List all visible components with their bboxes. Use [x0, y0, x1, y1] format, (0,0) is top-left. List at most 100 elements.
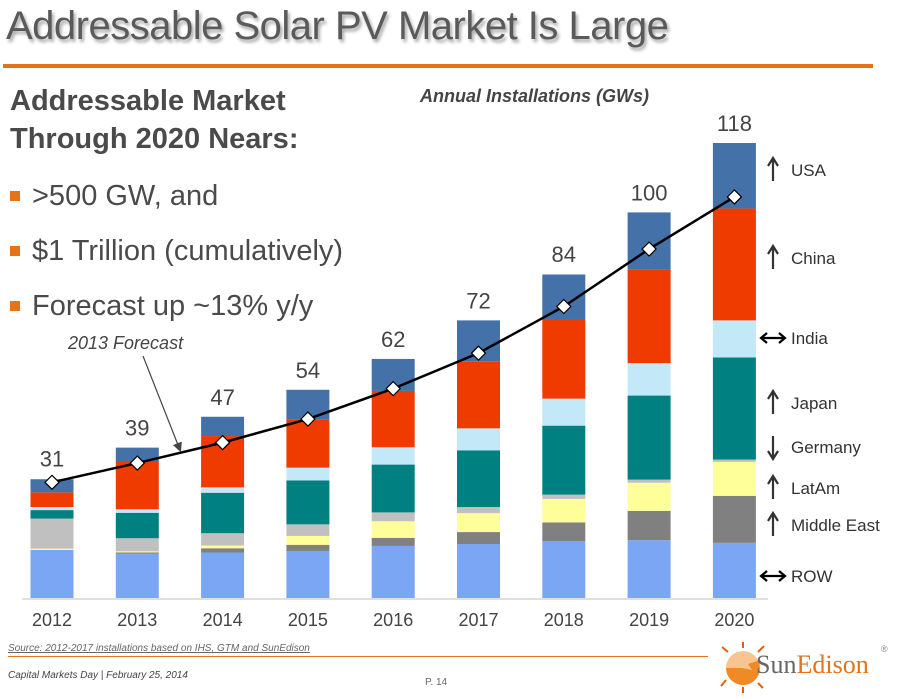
legend-item-usa: USA [767, 155, 827, 181]
bar-segment-india [627, 363, 671, 396]
bar-segment-latam [712, 461, 756, 496]
legend-item-germany: Germany [767, 436, 861, 462]
bar-2020 [712, 143, 756, 598]
total-data-label: 72 [466, 288, 490, 313]
legend-item-row: ROW [759, 567, 833, 586]
bar-segment-latam [201, 545, 245, 549]
bar-segment-china [712, 208, 756, 321]
x-tick-label: 2013 [117, 610, 157, 630]
legend-label: India [791, 329, 828, 348]
bar-segment-germany [201, 533, 245, 546]
bar-segment-india [30, 507, 74, 511]
bar-segment-india [457, 428, 500, 451]
bar-segment-japan [201, 492, 245, 534]
logo-text-edison: Edison [796, 650, 869, 679]
forecast-marker [470, 345, 487, 361]
bullet-text: $1 Trillion (cumulatively) [32, 234, 344, 267]
bar-segment-middle-east [712, 495, 756, 543]
x-tick-label: 2017 [458, 610, 498, 630]
bar-segment-middle-east [115, 552, 159, 554]
chart-title: Annual Installations (GWs) [420, 86, 650, 106]
forecast-marker [726, 189, 743, 205]
bar-segment-middle-east [286, 544, 330, 551]
legend-item-india: India [759, 329, 828, 348]
bar-segment-germany [30, 518, 74, 549]
x-tick-label: 2015 [288, 610, 328, 630]
total-data-label: 84 [552, 242, 576, 267]
logo-text: SunEdison [756, 650, 869, 680]
bullet-square-icon [10, 245, 20, 256]
bar-segment-middle-east [201, 548, 245, 553]
total-data-label: 47 [210, 385, 234, 410]
arrow-up-icon [767, 388, 779, 414]
source-note: Source: 2012-2017 installations based on… [8, 643, 310, 654]
bar-segment-india [371, 447, 415, 465]
bullet-text: Forecast up ~13% y/y [32, 289, 314, 322]
bar-segment-china [371, 390, 415, 448]
bar-segment-middle-east [627, 510, 671, 541]
bar-2016 [371, 358, 415, 598]
total-data-label: 31 [40, 446, 64, 471]
x-tick-label: 2014 [203, 610, 243, 630]
bar-segment-india [115, 509, 159, 513]
legend-label: LatAm [791, 479, 840, 498]
bar-segment-germany [286, 524, 330, 536]
bar-segment-row [542, 541, 586, 598]
footer-divider [8, 656, 708, 657]
bar-segment-row [201, 552, 245, 598]
x-tick-label: 2019 [629, 610, 669, 630]
bar-segment-china [542, 319, 586, 399]
footer-text: Capital Markets Day | February 25, 2014 [8, 670, 188, 681]
logo-text-sun: Sun [756, 650, 797, 679]
forecast-marker [385, 380, 402, 397]
bar-segment-latam [30, 548, 74, 550]
legend-item-latam: LatAm [767, 473, 840, 499]
bar-2017 [457, 320, 500, 598]
bar-segment-india [542, 398, 586, 426]
bar-segment-latam [542, 498, 586, 523]
bar-segment-latam [371, 521, 415, 538]
bullet-text: >500 GW, and [32, 179, 219, 212]
legend-label: Japan [791, 394, 837, 413]
bar-segment-row [627, 540, 671, 598]
bar-segment-germany [115, 538, 159, 552]
bullet-item: Forecast up ~13% y/y [10, 278, 343, 333]
legend-item-middle-east: Middle East [767, 510, 880, 536]
bar-segment-japan [30, 510, 74, 519]
arrow-left-right-icon [759, 570, 787, 582]
legend-label: Germany [791, 438, 861, 457]
bullet-item: $1 Trillion (cumulatively) [10, 223, 343, 278]
bar-segment-row [30, 549, 74, 598]
forecast-marker [555, 298, 572, 315]
bar-segment-germany [457, 507, 500, 514]
legend-item-japan: Japan [767, 388, 837, 414]
bar-segment-germany [542, 494, 586, 499]
bar-segment-row [371, 545, 415, 598]
sun-logo-icon [720, 642, 765, 693]
bar-segment-japan [371, 464, 415, 513]
annotation-arrow [142, 355, 182, 453]
total-data-label: 62 [381, 327, 405, 352]
total-data-label: 118 [717, 111, 752, 136]
bar-segment-middle-east [542, 522, 586, 542]
registered-mark: ® [881, 644, 888, 654]
arrow-up-icon [767, 243, 779, 269]
bar-segment-germany [371, 512, 415, 522]
bar-segment-latam [457, 513, 500, 533]
bar-segment-japan [542, 425, 586, 495]
bar-segment-usa [115, 447, 159, 462]
forecast-marker [214, 434, 231, 451]
stacked-bar-chart: 2012 2013 2014 2015 2016 2017 2018 2019 2020 31 3… [22, 111, 880, 630]
forecast-marker [641, 241, 657, 257]
bar-segment-china [286, 419, 330, 468]
bar-segment-japan [115, 512, 159, 539]
title-divider [3, 64, 873, 68]
bar-segment-china [30, 492, 74, 507]
sunedison-logo: SunEdison ® [718, 638, 898, 694]
arrow-up-icon [767, 155, 779, 181]
x-tick-label: 2018 [544, 610, 584, 630]
x-tick-label: 2012 [32, 610, 72, 630]
arrow-left-right-icon [759, 332, 787, 344]
bar-segment-row [712, 542, 756, 598]
total-data-label: 54 [296, 358, 320, 383]
